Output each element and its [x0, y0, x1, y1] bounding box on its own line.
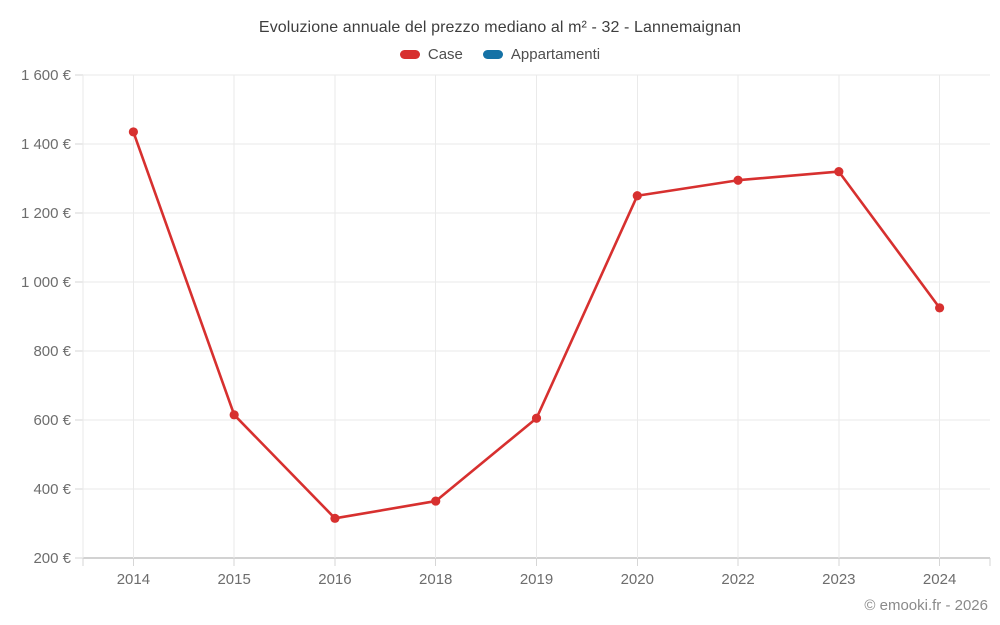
- x-tick-label: 2023: [822, 571, 855, 588]
- data-point-case-2018[interactable]: [431, 496, 441, 506]
- x-tick-label: 2018: [419, 571, 452, 588]
- legend-item-appartamenti[interactable]: Appartamenti: [482, 46, 601, 63]
- y-tick-label: 1 400 €: [21, 136, 72, 153]
- data-point-case-2024[interactable]: [935, 303, 945, 313]
- y-tick-label: 1 600 €: [21, 67, 72, 84]
- legend-swatch-appartamenti-icon: [482, 50, 503, 59]
- chart-title: Evoluzione annuale del prezzo mediano al…: [258, 19, 742, 36]
- data-point-case-2022[interactable]: [733, 175, 743, 185]
- x-tick-label: 2024: [923, 571, 956, 588]
- legend-item-case[interactable]: Case: [399, 46, 463, 63]
- data-point-case-2015[interactable]: [229, 410, 239, 420]
- data-point-case-2014[interactable]: [128, 127, 138, 137]
- attribution-text: © emooki.fr - 2026: [864, 597, 988, 614]
- y-tick-label: 200 €: [33, 550, 71, 567]
- legend-label-appartamenti: Appartamenti: [510, 46, 601, 63]
- x-tick-label: 2020: [621, 571, 654, 588]
- data-point-case-2020[interactable]: [632, 191, 642, 201]
- x-tick-label: 2019: [520, 571, 553, 588]
- data-point-case-2016[interactable]: [330, 513, 340, 523]
- x-tick-label: 2014: [117, 571, 150, 588]
- x-tick-label: 2022: [721, 571, 754, 588]
- legend-swatch-case-icon: [399, 50, 420, 59]
- x-tick-label: 2016: [318, 571, 351, 588]
- y-tick-label: 800 €: [33, 343, 71, 360]
- y-tick-label: 600 €: [33, 412, 71, 429]
- data-point-case-2019[interactable]: [531, 413, 542, 423]
- y-tick-label: 400 €: [33, 481, 71, 498]
- y-tick-label: 1 000 €: [21, 274, 72, 291]
- y-tick-label: 1 200 €: [21, 205, 72, 222]
- x-tick-label: 2015: [217, 571, 250, 588]
- legend-label-case: Case: [427, 46, 463, 63]
- data-point-case-2023[interactable]: [834, 167, 844, 177]
- chart-legend: Case Appartamenti: [0, 46, 1000, 63]
